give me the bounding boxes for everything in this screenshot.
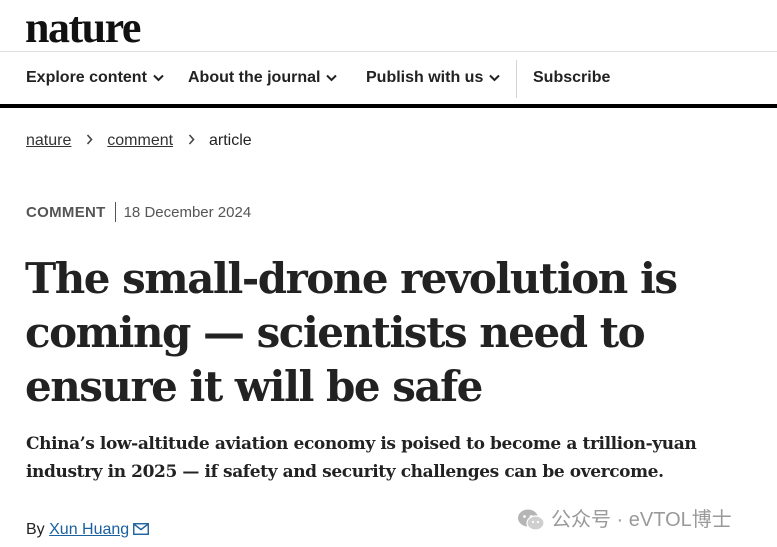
nav-publish-with-us-label: Publish with us [366, 69, 484, 87]
article-date: 18 December 2024 [123, 204, 252, 221]
header-divider [0, 51, 777, 52]
breadcrumb: nature comment article [26, 132, 252, 150]
nav-subscribe[interactable]: Subscribe [533, 69, 610, 87]
chevron-down-icon [153, 69, 164, 87]
breadcrumb-current: article [208, 132, 252, 150]
article-byline: By Xun Huang [26, 521, 150, 540]
author-link[interactable]: Xun Huang [49, 521, 130, 538]
meta-divider [114, 202, 116, 222]
main-nav: Explore content About the journal Publis… [0, 52, 777, 104]
article-meta: COMMENT 18 December 2024 [26, 202, 251, 222]
nav-about-the-journal-label: About the journal [188, 69, 321, 87]
article-title: The small-drone revolution is coming — s… [25, 254, 678, 411]
chevron-right-icon [188, 132, 195, 150]
nav-separator [516, 60, 517, 98]
site-header: nature Explore content About the journal… [0, 0, 777, 108]
breadcrumb-link-nature[interactable]: nature [26, 132, 72, 150]
watermark-text: 公众号 · eVTOL博士 [551, 509, 732, 531]
wechat-icon [517, 508, 545, 538]
chevron-down-icon [489, 69, 501, 87]
breadcrumb-link-comment[interactable]: comment [107, 132, 174, 150]
nav-publish-with-us[interactable]: Publish with us [366, 69, 501, 87]
nav-subscribe-label: Subscribe [533, 69, 611, 86]
article-type-label: COMMENT [26, 204, 106, 221]
chevron-down-icon [326, 69, 338, 87]
nav-explore-content[interactable]: Explore content [26, 69, 164, 87]
mail-icon[interactable] [133, 522, 150, 540]
article-standfirst: China’s low-altitude aviation economy is… [26, 434, 697, 482]
byline-prefix: By [26, 521, 45, 538]
header-bottom-bar [0, 104, 777, 108]
wechat-watermark: 公众号 · eVTOL博士 [517, 503, 732, 538]
nature-logo[interactable]: nature [25, 3, 141, 52]
nav-about-the-journal[interactable]: About the journal [188, 69, 338, 87]
nav-explore-content-label: Explore content [26, 69, 147, 87]
chevron-right-icon [86, 132, 93, 150]
